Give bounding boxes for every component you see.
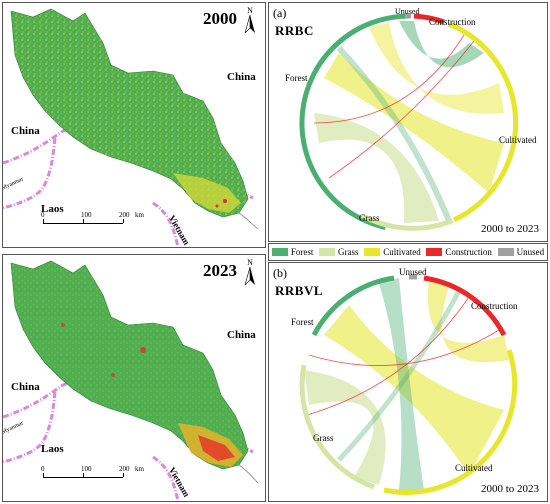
ribbon-construction: [313, 34, 465, 124]
panel-label: (b): [273, 266, 287, 280]
urban-patch: [223, 199, 227, 203]
legend-swatch: [497, 248, 514, 256]
chord-diagram-b: [299, 274, 518, 495]
arc-construction: [413, 13, 445, 25]
basin-map-2000: [3, 8, 259, 247]
urban-patch: [61, 323, 65, 327]
label-china-left: China: [11, 125, 40, 137]
period-label: 2000 to 2023: [480, 483, 539, 495]
label-china-top: China: [227, 329, 256, 341]
north-arrow-icon: N: [243, 7, 257, 33]
ribbon-construction: [328, 40, 475, 179]
land-use-legend: Forest Grass Cultivated Construction Unu…: [268, 243, 548, 261]
arc-forest: [299, 13, 408, 230]
map-year: 2000: [203, 9, 237, 28]
ribbon-construction-cultivated: [427, 281, 509, 363]
label-forest: Forest: [291, 317, 314, 327]
map-year: 2023: [203, 261, 237, 280]
map-panel-2000: 2000 N China China Laos Vietnam Myanmar …: [2, 2, 266, 248]
label-china-top: China: [227, 71, 256, 83]
arc-cultivated: [448, 21, 519, 223]
ribbon-forest-cultivated-2: [379, 278, 424, 491]
label-cultivated: Cultivated: [499, 135, 537, 145]
label-china-left: China: [11, 381, 40, 393]
legend-item-construction: Construction: [426, 247, 492, 257]
label-cultivated: Cultivated: [455, 463, 493, 473]
ribbon-forest-construction: [399, 21, 484, 68]
border-line: [3, 391, 57, 464]
label-construction: Construction: [429, 17, 476, 27]
arc-forest: [311, 275, 395, 337]
label-unused: Unused: [395, 7, 420, 16]
legend-swatch: [319, 248, 336, 256]
period-label: 2000 to 2023: [480, 223, 539, 235]
arc-cultivated: [383, 349, 518, 495]
panel-title: RRBC: [275, 23, 314, 38]
cultivated-cluster: [173, 173, 241, 213]
panel-title: RRBVL: [275, 283, 324, 298]
legend-swatch: [426, 248, 443, 256]
chord-panel-b: (b) RRBVL Forest Grass Cultivated Constr…: [268, 262, 548, 502]
basin-area: [10, 8, 249, 218]
urban-patch: [111, 373, 115, 377]
ribbon-construction: [306, 296, 470, 416]
legend-swatch: [271, 248, 288, 256]
basin-map-2023: [3, 260, 259, 501]
ribbon-forest-grass: [304, 370, 386, 485]
panel-label: (a): [273, 6, 287, 20]
ribbon-grass-forest: [337, 289, 462, 462]
label-construction: Construction: [471, 301, 518, 311]
legend-item-unused: Unused: [497, 247, 544, 257]
ribbon-forest-cultivated: [324, 53, 504, 193]
ribbon-grass-forest: [336, 45, 452, 223]
legend-swatch: [364, 248, 381, 256]
urban-patch: [215, 204, 219, 208]
chord-panel-a: (a) RRBC Forest Grass Cultivated Constru…: [268, 2, 548, 242]
legend-item-forest: Forest: [271, 247, 313, 257]
label-forest: Forest: [285, 73, 308, 83]
border-line: [152, 201, 180, 247]
urban-cluster: [198, 435, 235, 461]
scale-bar: 0 100 200 km: [41, 465, 201, 489]
arc-construction: [423, 275, 507, 337]
label-unused: Unused: [399, 267, 427, 277]
ribbon-forest-grass: [314, 113, 439, 223]
label-grass: Grass: [359, 213, 380, 223]
arc-grass: [299, 364, 375, 490]
ribbon-forest-cultivated: [324, 305, 504, 475]
coastline: [238, 212, 259, 230]
north-arrow-icon: N: [243, 259, 257, 285]
legend-item-grass: Grass: [319, 247, 359, 257]
legend-item-cultivated: Cultivated: [364, 247, 421, 257]
ribbon-forest-cultivated-2: [369, 23, 504, 114]
border-line: [152, 455, 180, 501]
basin-area: [10, 260, 249, 470]
ribbon-construction: [308, 329, 500, 366]
scale-bar: 0 100 200 km: [41, 211, 201, 235]
label-laos: Laos: [41, 443, 64, 455]
chord-diagram-a: [299, 13, 519, 231]
arc-grass: [360, 213, 454, 231]
label-grass: Grass: [313, 433, 334, 443]
border-line: [3, 137, 57, 210]
urban-patch: [140, 347, 146, 353]
map-panel-2023: 2023 N China China Laos Vietnam Myanmar …: [2, 254, 266, 502]
label-laos: Laos: [41, 203, 64, 215]
coastline: [238, 464, 259, 484]
